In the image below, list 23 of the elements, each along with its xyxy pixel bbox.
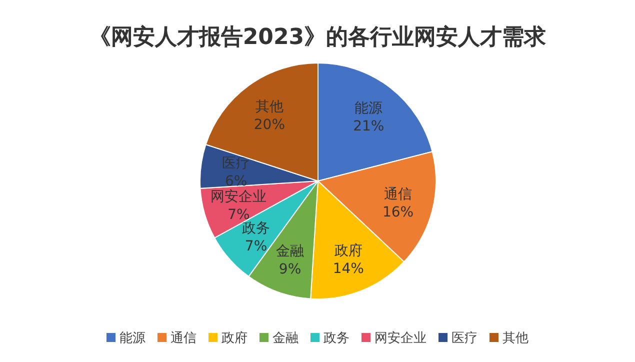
legend-label: 其他 [502,331,528,346]
data-label: 20% [254,117,286,134]
legend-label: 金融 [272,331,298,346]
data-label: 21% [353,118,384,135]
slice-label: 金融 [276,244,304,260]
slice-label: 通信 [384,186,412,203]
legend-label: 网安企业 [374,330,426,346]
data-label: 14% [332,260,364,277]
slice-label: 能源 [354,100,383,117]
legend-label: 政府 [222,330,248,346]
data-label: 7% [244,238,268,255]
chart-title: 《网安人才报告2023》的各行业网安人才需求 [88,24,548,50]
legend-label: 能源 [120,331,146,346]
slice-label: 其他 [255,99,284,116]
data-label: 16% [382,204,414,221]
slice-label: 政府 [334,242,362,259]
slice-label: 网安企业 [210,189,267,206]
data-label: 6% [224,174,248,190]
slice-label: 政务 [242,220,270,237]
data-label: 9% [278,262,302,278]
legend-label: 通信 [170,331,196,346]
legend-label: 医疗 [452,331,478,346]
legend-label: 政务 [324,331,350,346]
